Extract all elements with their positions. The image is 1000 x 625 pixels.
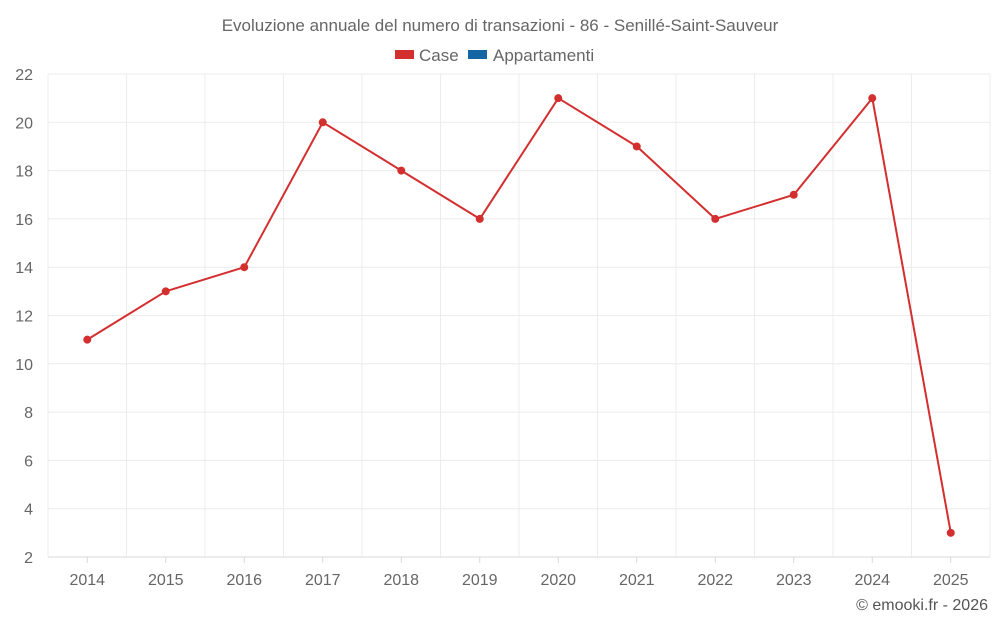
y-tick-label: 8 [24,405,33,422]
y-tick-label: 4 [24,502,33,519]
data-point-case[interactable] [632,142,641,151]
data-point-case[interactable] [397,166,406,175]
legend-swatch-appartamenti [468,50,487,59]
x-tick-label: 2024 [854,572,890,589]
y-tick-label: 12 [15,309,33,326]
data-point-case[interactable] [318,118,327,127]
data-point-case[interactable] [240,263,249,272]
x-tick-label: 2018 [383,572,419,589]
data-point-case[interactable] [868,94,877,103]
grid [47,73,991,558]
x-tick-label: 2020 [540,572,576,589]
x-tick-label: 2016 [226,572,262,589]
y-tick-label: 14 [15,260,33,277]
y-tick-label: 2 [24,550,33,567]
legend-item-appartamenti[interactable]: Appartamenti [468,46,594,65]
legend-label-appartamenti: Appartamenti [493,46,594,65]
legend-label-case: Case [419,46,459,65]
legend: Case Appartamenti [395,46,594,65]
x-tick-label: 2014 [69,572,105,589]
legend-item-case[interactable]: Case [395,46,459,65]
data-point-case[interactable] [161,287,170,296]
x-tick-label: 2025 [933,572,969,589]
x-tick-label: 2015 [148,572,184,589]
y-tick-label: 18 [15,164,33,181]
y-axis: 2 4 6 8 10 12 14 16 18 20 22 [15,67,33,567]
credit-text: © emooki.fr - 2026 [856,597,988,614]
legend-swatch-case [395,50,414,59]
series-case [83,94,955,537]
y-tick-label: 10 [15,357,33,374]
data-point-case[interactable] [789,190,798,199]
data-point-case[interactable] [711,214,720,223]
data-point-case[interactable] [475,214,484,223]
y-tick-label: 6 [24,453,33,470]
x-tick-label: 2019 [462,572,498,589]
x-tick-label: 2023 [776,572,812,589]
y-tick-label: 20 [15,115,33,132]
y-tick-label: 22 [15,67,33,84]
x-tick-label: 2022 [697,572,733,589]
series-line-case [86,97,952,534]
x-axis: 2014 2015 2016 2017 2018 2019 2020 2021 2022 2023… [48,556,990,589]
data-point-case[interactable] [554,94,563,103]
x-tick-label: 2017 [305,572,341,589]
y-tick-label: 16 [15,212,33,229]
chart-title: Evoluzione annuale del numero di transaz… [222,16,779,35]
data-point-case[interactable] [83,335,92,344]
data-point-case[interactable] [946,528,955,537]
x-tick-label: 2021 [619,572,655,589]
